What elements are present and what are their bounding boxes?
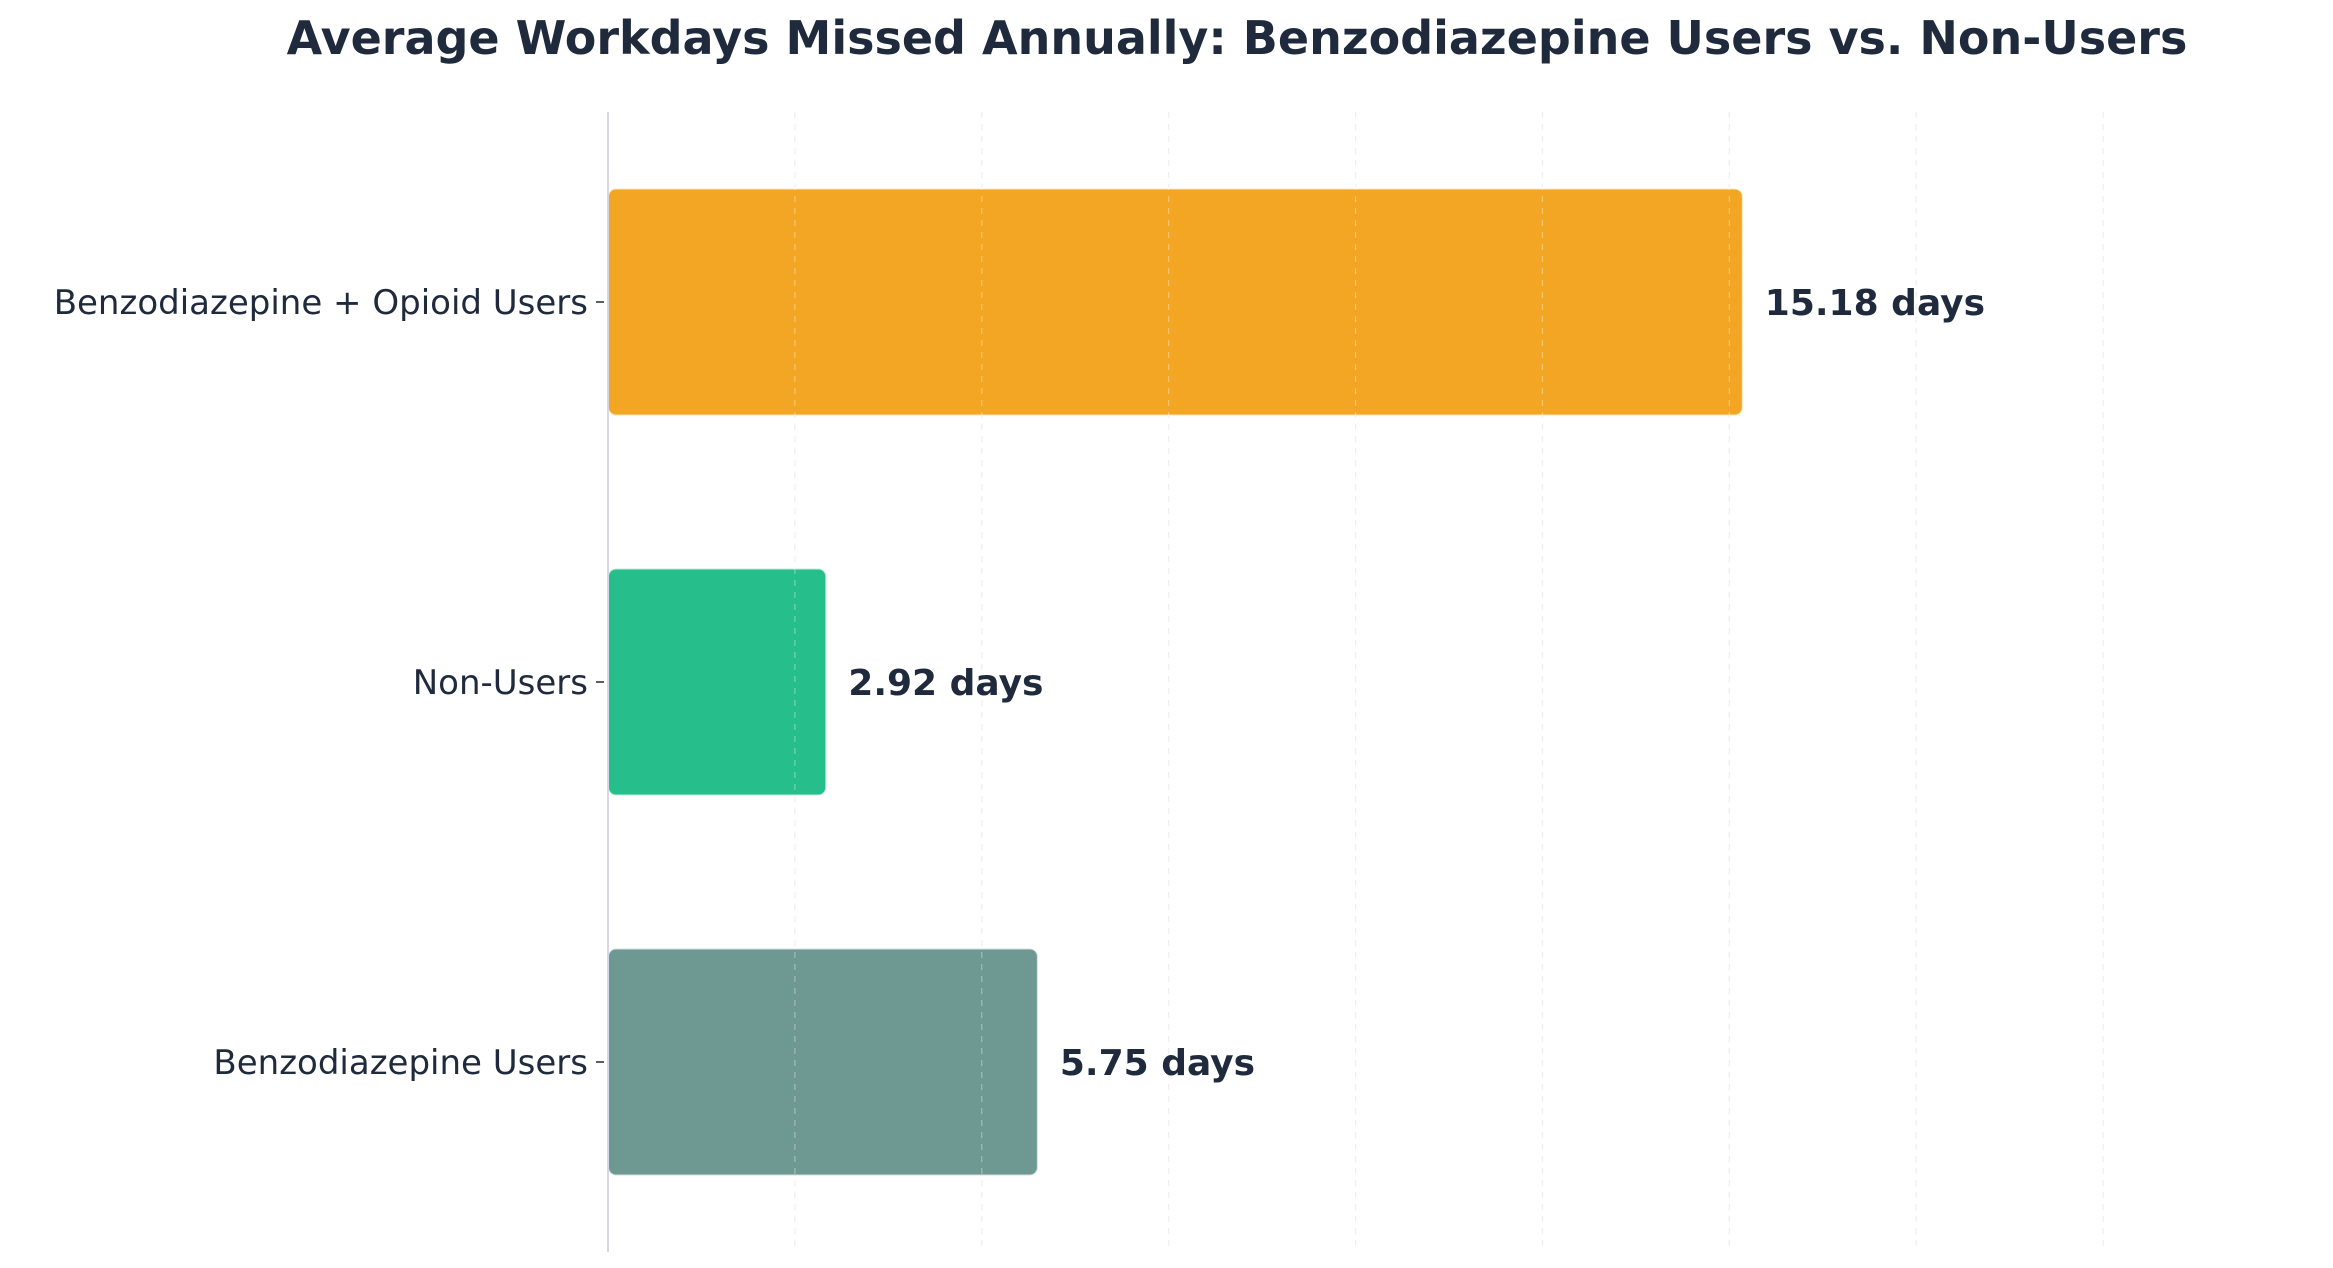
category-label: Benzodiazepine Users bbox=[213, 1043, 588, 1083]
value-label: 2.92 days bbox=[848, 663, 1043, 704]
value-label: 15.18 days bbox=[1765, 283, 1985, 324]
value-labels: 5.75 days 2.92 days 15.18 days bbox=[848, 283, 1985, 1084]
y-axis: Benzodiazepine Users Non-Users Benzodiazep… bbox=[54, 112, 609, 1252]
value-label: 5.75 days bbox=[1060, 1043, 1255, 1084]
chart-title-text: Average Workdays Missed Annually: Benzod… bbox=[287, 11, 2188, 65]
bar-benzodiazepine-opioid-users bbox=[607, 187, 1744, 417]
category-label: Non-Users bbox=[413, 663, 588, 703]
grid-lines-overlay bbox=[794, 112, 2104, 1252]
bar-non-users bbox=[607, 567, 828, 797]
bar-benzodiazepine-users bbox=[607, 947, 1039, 1177]
bar-group bbox=[607, 187, 1744, 1177]
category-label: Benzodiazepine + Opioid Users bbox=[54, 283, 588, 323]
chart-title: Average Workdays Missed Annually: Benzod… bbox=[287, 11, 2188, 65]
